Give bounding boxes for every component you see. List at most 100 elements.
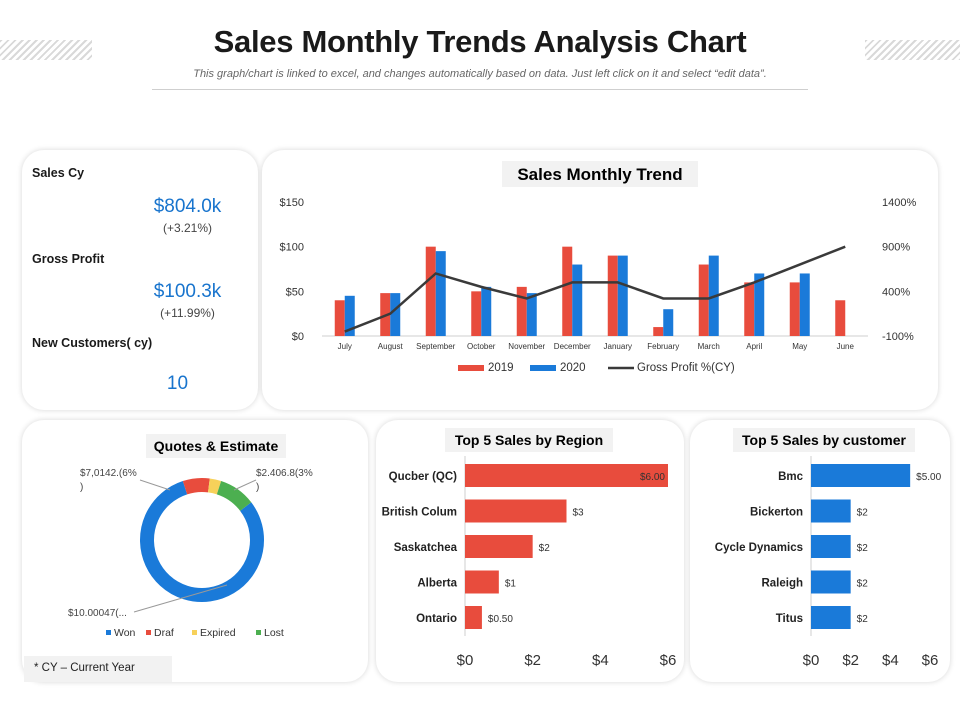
data-label: $2 <box>857 508 869 519</box>
bar-2019-april <box>744 282 755 336</box>
customer-panel: Top 5 Sales by customer Bmc $5.00 Bickerton… <box>690 420 950 682</box>
bar-british-colum <box>465 499 567 523</box>
x-tick-label: $6 <box>660 652 677 669</box>
x-tick-label: October <box>467 342 496 351</box>
x-tick-label: June <box>837 342 855 351</box>
chart-title-bg <box>445 428 613 452</box>
data-label: $3 <box>573 508 585 519</box>
data-label-draf-cont: ) <box>80 482 83 493</box>
x-tick-label: November <box>508 342 545 351</box>
x-tick-label: July <box>338 342 352 351</box>
legend-swatch-won <box>106 630 111 635</box>
x-tick-label: February <box>647 342 679 351</box>
chart-title-bg <box>146 434 286 458</box>
donut-slice-won <box>140 481 264 602</box>
y-right-tick-label: 900% <box>882 242 910 254</box>
leader-line-draf <box>139 479 171 491</box>
x-tick-label: $4 <box>882 652 899 669</box>
category-label: Bmc <box>778 471 804 483</box>
gross-profit-value: $100.3k <box>153 281 222 302</box>
bar-bmc <box>811 464 911 487</box>
bar-2020-january <box>617 255 628 336</box>
bar-2019-march <box>698 264 709 336</box>
category-label: Saskatchea <box>394 542 458 554</box>
bar-2019-december <box>562 246 573 336</box>
x-tick-label: March <box>698 342 720 351</box>
gross-profit-label: Gross Profit <box>32 252 105 266</box>
data-label: $5.00 <box>916 472 941 483</box>
donut-slice-draf <box>182 478 210 495</box>
bar-bickerton <box>811 499 851 523</box>
bar-2020-may <box>799 273 810 336</box>
customer-bar-chart: Top 5 Sales by customer Bmc $5.00 Bickerton… <box>715 428 942 669</box>
category-label: Ontario <box>416 613 457 625</box>
region-panel: Top 5 Sales by Region Qucber (QC) $6.00 Bri… <box>376 420 684 682</box>
category-label: Bickerton <box>750 507 803 519</box>
x-tick-label: $0 <box>457 652 474 669</box>
donut-slice-expired <box>207 478 222 495</box>
bar-2020-november <box>526 293 537 336</box>
bar-2020-december <box>572 264 583 336</box>
quotes-donut-chart: Quotes & Estimate $7,0142.(6%) $2.406.8(3%… <box>68 434 313 639</box>
y-tick-label: $100 <box>280 242 304 254</box>
chart-title-bg <box>502 161 698 187</box>
gross-profit-delta: (+11.99%) <box>160 306 215 320</box>
x-tick-label: April <box>746 342 762 351</box>
sales-cy-value: $804.0k <box>153 196 222 217</box>
new-customers-value: 10 <box>166 373 189 394</box>
y-tick-label: $150 <box>280 197 304 209</box>
legend-label-draf: Draf <box>154 627 174 639</box>
chart-title-bg <box>733 428 915 452</box>
bar-titus <box>811 606 851 629</box>
y-right-tick-label: 1400% <box>882 197 916 209</box>
bar-2019-september <box>425 246 436 336</box>
sales-cy-label: Sales Cy <box>32 166 85 180</box>
chart-title: Top 5 Sales by Region <box>455 432 603 448</box>
chart-title: Sales Monthly Trend <box>517 165 682 184</box>
bar-raleigh <box>811 570 851 594</box>
page-title: Sales Monthly Trends Analysis Chart <box>213 24 747 59</box>
bar-2020-august <box>390 293 401 336</box>
legend-swatch-draf <box>146 630 151 635</box>
legend-label-2020: 2020 <box>560 362 586 374</box>
legend-label-won: Won <box>114 627 136 639</box>
monthly-trend-panel: Sales Monthly Trend $0 $50 $100 $150 -100% 400… <box>262 150 938 410</box>
x-tick-label: December <box>554 342 591 351</box>
new-customers-label: New Customers( cy) <box>32 336 153 350</box>
data-label: $0.50 <box>488 614 513 625</box>
y-right-tick-label: -100% <box>882 331 914 343</box>
data-label-lost: $2.406.8(3% <box>256 468 313 479</box>
x-tick-label: September <box>416 342 455 351</box>
data-label: $2 <box>857 543 869 554</box>
category-label: British Colum <box>382 507 457 519</box>
legend-label-expired: Expired <box>200 627 236 639</box>
category-label: Cycle Dynamics <box>715 542 803 554</box>
category-label: Qucber (QC) <box>389 471 458 483</box>
sales-cy-delta: (+3.21%) <box>162 221 213 235</box>
category-label: Raleigh <box>761 578 803 590</box>
decorative-hatch-right <box>865 40 960 60</box>
page-subtitle: This graph/chart is linked to excel, and… <box>193 68 767 80</box>
legend-label-gross-profit: Gross Profit %(CY) <box>637 362 735 374</box>
chart-title: Quotes & Estimate <box>154 438 279 454</box>
y-tick-label: $50 <box>286 286 304 298</box>
x-tick-label: $0 <box>803 652 820 669</box>
bar-2020-october <box>481 286 492 336</box>
region-bar-chart: Top 5 Sales by Region Qucber (QC) $6.00 Bri… <box>382 428 677 669</box>
decorative-hatch-left <box>0 40 92 60</box>
bar-2019-may <box>789 282 800 336</box>
x-tick-label: August <box>378 342 404 351</box>
x-tick-label: $2 <box>524 652 541 669</box>
leader-line-lost <box>233 479 257 491</box>
bar-2019-october <box>471 291 482 336</box>
bar-2019-february <box>653 327 664 336</box>
monthly-trend-chart: Sales Monthly Trend $0 $50 $100 $150 -100% 400… <box>280 161 916 374</box>
data-label: $6.00 <box>640 472 665 483</box>
legend-swatch-2019 <box>458 365 484 371</box>
data-label-draf: $7,0142.(6% <box>80 468 137 479</box>
bar-qucber-qc- <box>465 464 668 487</box>
bar-2020-april <box>754 273 765 336</box>
bar-2019-june <box>835 300 846 336</box>
legend-label-lost: Lost <box>264 627 284 639</box>
legend-swatch-expired <box>192 630 197 635</box>
